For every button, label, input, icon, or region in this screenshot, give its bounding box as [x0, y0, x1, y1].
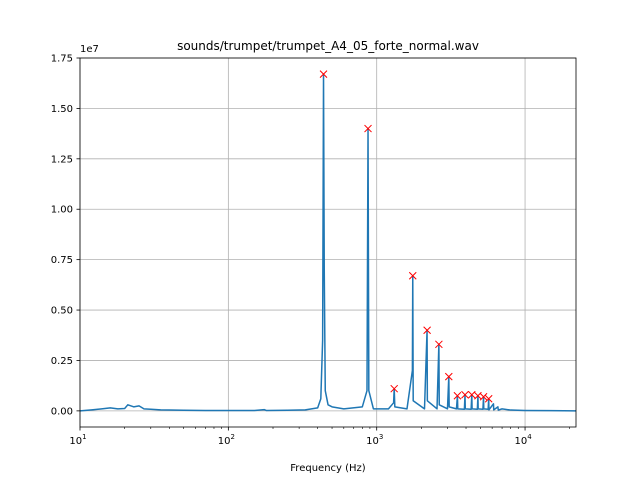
- y-tick-label: 1.75: [51, 54, 73, 65]
- x-axis-label: Frequency (Hz): [290, 463, 366, 474]
- peak-marker: [390, 384, 399, 393]
- peak-marker: [461, 390, 469, 399]
- y-tick-label: 0.00: [51, 406, 73, 417]
- x-tick-label: 102: [218, 433, 235, 447]
- peak-marker: [467, 390, 476, 399]
- y-tick-label: 1.25: [51, 154, 73, 165]
- peak-marker: [364, 124, 372, 133]
- peak-marker: [479, 392, 488, 401]
- peak-marker: [408, 271, 417, 280]
- peak-marker: [435, 340, 443, 349]
- y-tick-label: 1.50: [51, 104, 73, 115]
- peak-marker: [453, 391, 462, 400]
- peak-marker: [423, 326, 431, 335]
- x-tick-label: 104: [514, 433, 532, 447]
- y-tick-label: 0.25: [51, 356, 73, 367]
- chart-title: sounds/trumpet/trumpet_A4_05_forte_norma…: [177, 39, 479, 53]
- plot-area: 101 102 103 104 0.00 0.25 0.50 0.75 1.00 1.25 1.50…: [51, 54, 577, 447]
- x-tick-label: 103: [366, 433, 383, 447]
- y-tick-label: 0.50: [51, 306, 73, 317]
- y-offset-label: 1e7: [80, 44, 99, 55]
- peak-marker: [319, 70, 328, 78]
- y-tick-label: 0.75: [51, 255, 73, 266]
- x-tick-label: 101: [69, 433, 86, 447]
- peak-marker: [444, 372, 453, 381]
- axes-frame: [79, 57, 577, 428]
- y-tick-label: 1.00: [51, 205, 73, 216]
- peak-marker: [484, 394, 493, 403]
